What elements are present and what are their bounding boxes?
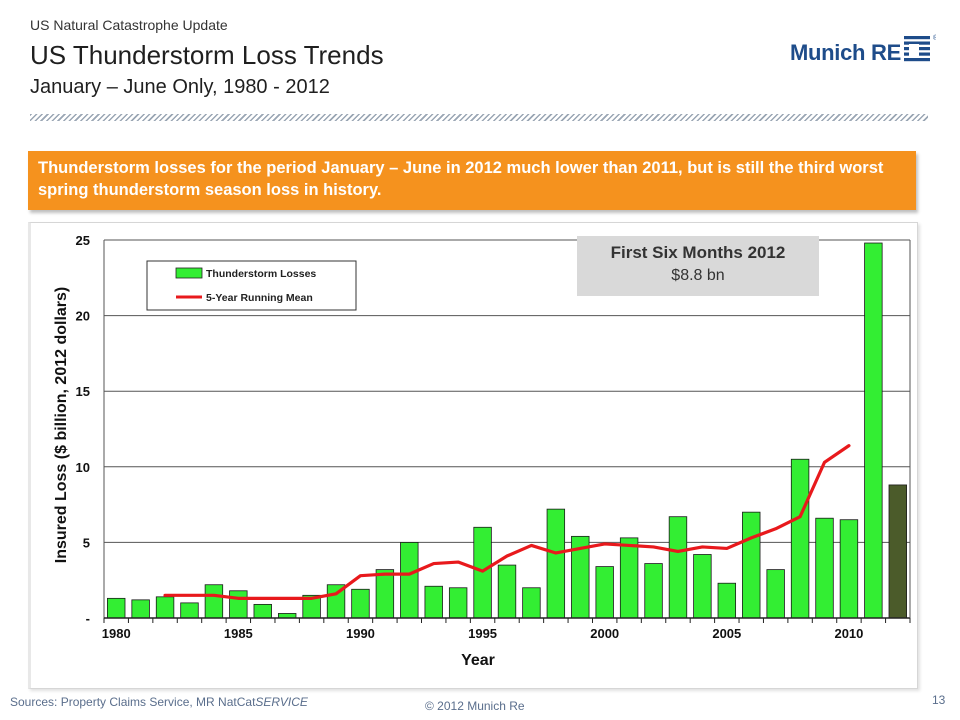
x-tick-label: 1980 xyxy=(102,626,131,641)
legend-swatch-bars xyxy=(175,267,203,279)
bar-2003 xyxy=(668,516,688,619)
bar-2006 xyxy=(742,511,761,619)
bar-2010 xyxy=(839,519,859,619)
running-mean xyxy=(163,444,851,600)
bar-1993 xyxy=(424,585,443,619)
y-tick-label: 5 xyxy=(83,535,90,550)
y-tick-label: - xyxy=(86,611,90,626)
grid-lines xyxy=(104,239,910,543)
bar-1996 xyxy=(497,564,517,619)
bar-1983 xyxy=(180,602,199,619)
bar-1985 xyxy=(229,590,248,619)
bar-1982 xyxy=(155,596,175,619)
header-divider xyxy=(30,114,928,121)
bar-2002 xyxy=(644,563,663,619)
bar-1991 xyxy=(375,569,395,619)
kicker: US Natural Catastrophe Update xyxy=(30,17,228,33)
bar-1990 xyxy=(351,588,370,619)
bar-2007 xyxy=(766,569,785,619)
summary-banner: Thunderstorm losses for the period Janua… xyxy=(28,151,916,210)
y-axis-label: Insured Loss ($ billion, 2012 dollars) xyxy=(53,287,70,564)
legend-label-bars: Thunderstorm Losses xyxy=(206,268,316,280)
x-tick-label: 2000 xyxy=(590,626,619,641)
page-subtitle: January – June Only, 1980 - 2012 xyxy=(30,76,330,98)
registered-mark: ® xyxy=(933,34,936,42)
y-tick-label: 25 xyxy=(76,233,90,248)
summary-banner-text: Thunderstorm losses for the period Janua… xyxy=(38,159,884,199)
sources-text: Sources: Property Claims Service, MR Nat… xyxy=(10,695,256,709)
bar-1994 xyxy=(448,587,468,619)
sources-note: Sources: Property Claims Service, MR Nat… xyxy=(10,695,308,709)
x-tick-label: 2010 xyxy=(834,626,863,641)
x-tick-label: 1995 xyxy=(468,626,497,641)
bar-2005 xyxy=(717,582,737,619)
x-axis-label: Year xyxy=(461,652,495,669)
x-tick-label: 2005 xyxy=(712,626,741,641)
x-tick-label: 1990 xyxy=(346,626,375,641)
legend: Thunderstorm Losses 5-Year Running Mean xyxy=(146,260,357,311)
bar-2004 xyxy=(693,554,712,619)
y-tick-label: 15 xyxy=(76,384,90,399)
bar-2000 xyxy=(595,566,614,619)
highlight-box: First Six Months 2012 $8.8 bn xyxy=(577,236,819,296)
munich-re-logo: Munich RE ® xyxy=(790,30,950,74)
axes: - 5 10 15 20 25 1980 1985 1990 1995 2000 2005 2010 xyxy=(76,233,911,641)
page-title: US Thunderstorm Loss Trends xyxy=(30,40,384,70)
page-number: 13 xyxy=(932,693,946,707)
logo-mark-icon: ® xyxy=(904,34,936,62)
bar-1997 xyxy=(522,587,541,619)
copyright: © 2012 Munich Re xyxy=(425,699,525,713)
y-tick-label: 10 xyxy=(76,460,90,475)
bar-2008 xyxy=(790,458,810,619)
logo-text: Munich RE xyxy=(790,40,901,65)
sources-italic: SERVICE xyxy=(255,695,308,709)
bar-2009 xyxy=(815,517,834,619)
bar-2012 xyxy=(888,484,907,619)
x-tick-label: 1985 xyxy=(224,626,253,641)
highlight-value: $8.8 bn xyxy=(671,267,725,284)
bar-1980 xyxy=(107,597,126,619)
bar-1998 xyxy=(546,508,566,619)
bar-2001 xyxy=(619,537,639,619)
running-mean-line xyxy=(163,444,851,600)
bar-1992 xyxy=(400,542,419,619)
highlight-title: First Six Months 2012 xyxy=(610,243,786,262)
legend-label-line: 5-Year Running Mean xyxy=(206,292,313,304)
bar-1986 xyxy=(253,603,272,619)
y-tick-label: 20 xyxy=(76,309,90,324)
bar-2011 xyxy=(864,242,883,619)
bar-1981 xyxy=(131,599,150,619)
bar-1984 xyxy=(204,584,224,619)
